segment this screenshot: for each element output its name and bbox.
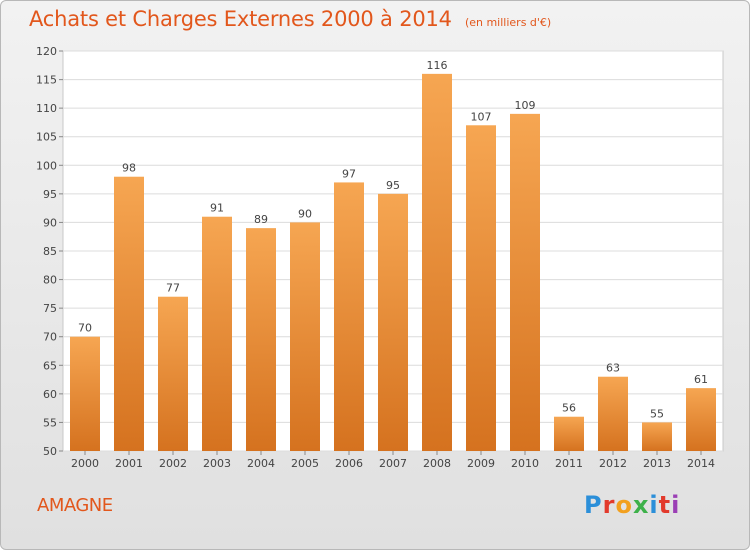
bar-2008 bbox=[422, 73, 452, 451]
x-tick-label: 2008 bbox=[423, 457, 451, 470]
bar-value-label: 98 bbox=[122, 162, 136, 175]
y-tick-label: 65 bbox=[43, 359, 57, 372]
bar-2000 bbox=[70, 336, 100, 451]
y-tick-label: 95 bbox=[43, 188, 57, 201]
x-tick-label: 2002 bbox=[159, 457, 187, 470]
y-tick-label: 80 bbox=[43, 274, 57, 287]
x-tick-label: 2010 bbox=[511, 457, 539, 470]
y-tick-label: 90 bbox=[43, 216, 57, 229]
bar-value-label: 55 bbox=[650, 407, 664, 420]
bars: 70 98 77 91 89 90 97 95 116 107 109 56 63 55 61 bbox=[70, 59, 716, 452]
chart-subtitle: (en milliers d'€) bbox=[464, 16, 552, 29]
bar-2006 bbox=[334, 182, 364, 451]
x-tick-label: 2000 bbox=[71, 457, 99, 470]
x-tick-label: 2006 bbox=[335, 457, 363, 470]
bar-value-label: 109 bbox=[515, 99, 536, 112]
x-tick-label: 2013 bbox=[643, 457, 671, 470]
x-tick-label: 2007 bbox=[379, 457, 407, 470]
y-tick-label: 110 bbox=[36, 102, 57, 115]
logo-letter: o bbox=[615, 491, 633, 519]
y-tick-label: 100 bbox=[36, 159, 57, 172]
bar-value-label: 116 bbox=[427, 59, 448, 72]
commune-name: AMAGNE bbox=[37, 495, 113, 516]
y-tick-label: 120 bbox=[36, 45, 57, 58]
y-axis-ticks: 50 55 60 65 70 75 80 85 90 95 100 105 110 115 120 bbox=[36, 45, 63, 458]
bar-2009 bbox=[466, 125, 496, 452]
y-tick-label: 60 bbox=[43, 388, 57, 401]
bar-value-label: 107 bbox=[471, 110, 492, 123]
bar-value-label: 70 bbox=[78, 322, 92, 335]
x-tick-label: 2011 bbox=[555, 457, 583, 470]
bar-2010 bbox=[510, 113, 540, 451]
bar-value-label: 56 bbox=[562, 402, 576, 415]
y-tick-label: 85 bbox=[43, 245, 57, 258]
bar-2001 bbox=[114, 176, 144, 451]
y-tick-label: 115 bbox=[36, 74, 57, 87]
bar-2002 bbox=[158, 296, 188, 451]
bar-value-label: 91 bbox=[210, 202, 224, 215]
bar-value-label: 61 bbox=[694, 373, 708, 386]
logo-letter: i bbox=[671, 491, 681, 519]
bar-2005 bbox=[290, 222, 320, 451]
proxiti-logo: Proxiti bbox=[584, 491, 680, 519]
logo-letter: x bbox=[632, 491, 650, 519]
x-tick-label: 2009 bbox=[467, 457, 495, 470]
bar-value-label: 97 bbox=[342, 167, 356, 180]
bar-value-label: 90 bbox=[298, 207, 312, 220]
bar-value-label: 89 bbox=[254, 213, 268, 226]
x-tick-label: 2012 bbox=[599, 457, 627, 470]
bar-2007 bbox=[378, 193, 408, 451]
y-tick-label: 75 bbox=[43, 302, 57, 315]
x-tick-label: 2004 bbox=[247, 457, 275, 470]
bar-2013 bbox=[642, 422, 672, 451]
bar-value-label: 63 bbox=[606, 362, 620, 375]
logo-letter: r bbox=[602, 491, 616, 519]
bar-value-label: 95 bbox=[386, 179, 400, 192]
chart-title: Achats et Charges Externes 2000 à 2014 bbox=[29, 7, 452, 31]
y-tick-label: 105 bbox=[36, 131, 57, 144]
bar-2003 bbox=[202, 216, 232, 451]
chart-header: Achats et Charges Externes 2000 à 2014 (… bbox=[29, 7, 551, 31]
bar-2004 bbox=[246, 228, 276, 451]
x-tick-label: 2005 bbox=[291, 457, 319, 470]
y-tick-label: 70 bbox=[43, 331, 57, 344]
y-tick-label: 50 bbox=[43, 445, 57, 458]
logo-letter: i bbox=[649, 491, 659, 519]
y-tick-label: 55 bbox=[43, 416, 57, 429]
x-axis-ticks: 2000 2001 2002 2003 2004 2005 2006 2007 2008 2009… bbox=[71, 451, 715, 470]
logo-letter: P bbox=[584, 491, 603, 519]
logo-letter: t bbox=[658, 491, 672, 519]
bar-value-label: 77 bbox=[166, 282, 180, 295]
bar-2011 bbox=[554, 416, 584, 451]
bar-2012 bbox=[598, 376, 628, 451]
x-tick-label: 2001 bbox=[115, 457, 143, 470]
x-tick-label: 2014 bbox=[687, 457, 715, 470]
bar-2014 bbox=[686, 388, 716, 451]
x-tick-label: 2003 bbox=[203, 457, 231, 470]
